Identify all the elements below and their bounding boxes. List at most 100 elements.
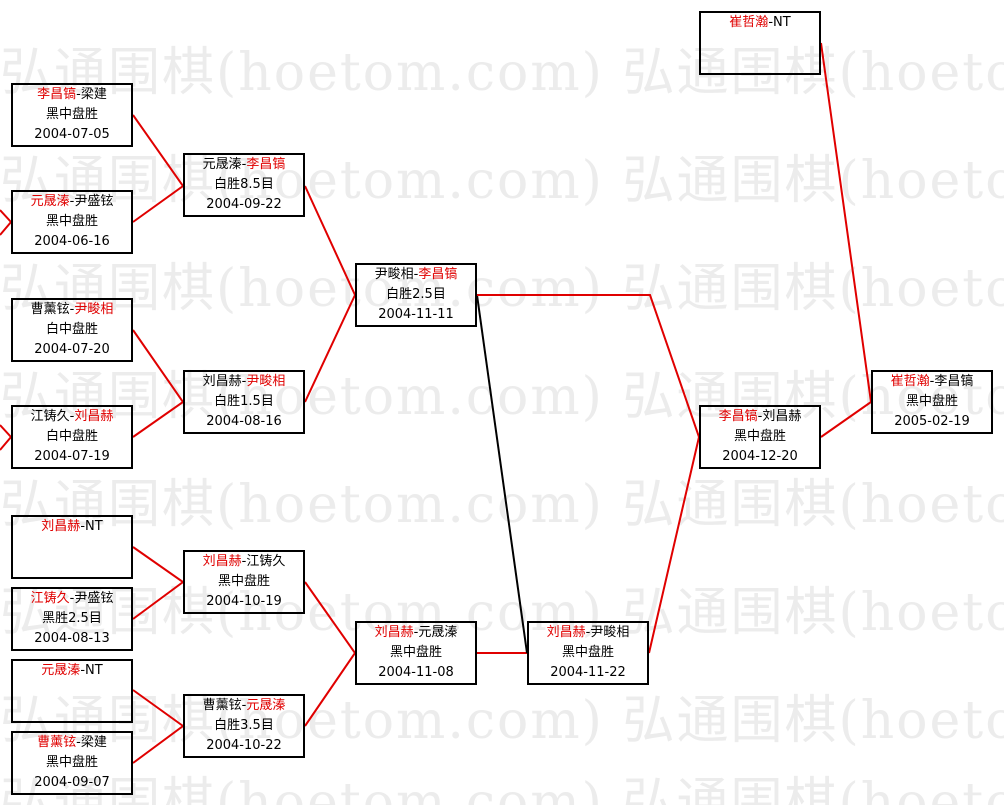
connector-line (476, 294, 528, 654)
match-box: 崔哲瀚-NT (699, 11, 821, 75)
connector-line (304, 581, 357, 727)
player-white: NT (85, 663, 103, 678)
match-players: 曹薰铉-元晟溱 (185, 696, 303, 716)
separator: - (69, 302, 75, 317)
watermark: 弘通围棋(hoetom.com) 弘通围棋(hoetom.com) (0, 773, 1004, 805)
match-players: 曹薰铉-梁建 (13, 733, 131, 753)
player-black: 李昌镐 (37, 87, 77, 102)
player-black: 尹畯相 (374, 267, 414, 282)
match-result: 白胜1.5目 (214, 394, 274, 409)
match-date: 2004-09-07 (34, 775, 110, 790)
match-box: 刘昌赫-尹畯相 黑中盘胜 2004-11-22 (527, 621, 649, 685)
connector-line (304, 185, 357, 403)
connector-line (820, 42, 873, 438)
watermark: 弘通围棋(hoetom.com) 弘通围棋(hoetom.com) (0, 43, 1004, 103)
match-box: 李昌镐-刘昌赫黑中盘胜 2004-12-20 (699, 405, 821, 469)
player-black: 崔哲瀚 (729, 15, 769, 30)
connector-line (132, 689, 185, 764)
player-white: 刘昌赫 (762, 409, 802, 424)
match-result: 黑中盘胜 (561, 645, 614, 660)
match-box: 江铸久-刘昌赫白中盘胜 2004-07-19 (11, 405, 133, 469)
player-white: 尹畯相 (590, 625, 630, 640)
separator: - (757, 409, 763, 424)
match-box: 曹薰铉-元晟溱 白胜3.5目 2004-10-22 (183, 694, 305, 758)
match-players: 刘昌赫-江铸久 (185, 552, 303, 572)
match-players: 元晟溱-尹盛铉 (13, 192, 131, 212)
watermark: 弘通围棋(hoetom.com) 弘通围棋(hoetom.com) (0, 475, 1004, 535)
match-box: 元晟溱-NT (11, 659, 133, 723)
separator: - (69, 409, 75, 424)
player-black: 江铸久 (30, 409, 70, 424)
match-box: 江铸久-尹盛铉 黑胜2.5目 2004-08-13 (11, 587, 133, 651)
watermark: 弘通围棋(hoetom.com) 弘通围棋(hoetom.com) (0, 259, 1004, 319)
player-white: 尹盛铉 (74, 194, 114, 209)
match-box: 元晟溱-李昌镐白胜8.5目 2004-09-22 (183, 153, 305, 217)
player-black: 刘昌赫 (41, 519, 81, 534)
player-black: 元晟溱 (30, 194, 70, 209)
separator: - (241, 554, 247, 569)
match-date: 2004-10-19 (206, 594, 282, 609)
match-box: 尹畯相-李昌镐白胜2.5目 2004-11-11 (355, 263, 477, 327)
player-white: 李昌镐 (418, 267, 458, 282)
match-result: 黑中盘胜 (217, 574, 270, 589)
connector-line (132, 329, 185, 438)
match-date: 2004-12-20 (722, 449, 798, 464)
match-box: 刘昌赫-NT (11, 515, 133, 579)
match-players: 李昌镐-梁建 (13, 85, 131, 105)
match-box: 刘昌赫-元晟溱 黑中盘胜 2004-11-08 (355, 621, 477, 685)
match-result: 白中盘胜 (45, 429, 98, 444)
player-white: 刘昌赫 (74, 409, 114, 424)
player-black: 刘昌赫 (202, 554, 242, 569)
player-white: 李昌镐 (246, 157, 286, 172)
match-result: 白胜2.5目 (386, 287, 446, 302)
connector-line (0, 209, 13, 236)
match-result: 黑中盘胜 (733, 429, 786, 444)
separator: - (929, 374, 935, 389)
match-result: 白胜8.5目 (214, 177, 274, 192)
match-players: 刘昌赫-尹畯相 (529, 623, 647, 643)
separator: - (241, 157, 247, 172)
player-black: 江铸久 (30, 591, 70, 606)
match-result: 黑中盘胜 (45, 107, 98, 122)
player-black: 曹薰铉 (37, 735, 77, 750)
player-white: 元晟溱 (418, 625, 458, 640)
match-date: 2004-07-05 (34, 127, 110, 142)
watermark: 弘通围棋(hoetom.com) 弘通围棋(hoetom.com) (0, 367, 1004, 427)
match-box: 曹薰铉-尹畯相 白中盘胜 2004-07-20 (11, 298, 133, 362)
separator: - (76, 87, 81, 102)
match-date: 2004-11-11 (378, 307, 454, 322)
player-black: 李昌镐 (718, 409, 758, 424)
separator: - (768, 15, 774, 30)
match-players: 刘昌赫-NT (13, 517, 131, 537)
match-result: 白胜3.5目 (214, 718, 274, 733)
match-result: 黑胜2.5目 (42, 611, 102, 626)
player-black: 元晟溱 (41, 663, 81, 678)
separator: - (585, 625, 591, 640)
separator: - (241, 374, 247, 389)
match-date: 2004-07-20 (34, 342, 110, 357)
player-white: 江铸久 (246, 554, 286, 569)
match-date: 2004-07-19 (34, 449, 110, 464)
match-date: 2004-09-22 (206, 197, 282, 212)
match-result: 黑中盘胜 (45, 755, 98, 770)
match-players: 元晟溱-李昌镐 (185, 155, 303, 175)
match-result: 黑中盘胜 (45, 214, 98, 229)
separator: - (76, 735, 81, 750)
player-white: NT (85, 519, 103, 534)
match-date: 2005-02-19 (894, 414, 970, 429)
player-white: 李昌镐 (934, 374, 974, 389)
player-black: 刘昌赫 (546, 625, 586, 640)
player-white: 梁建 (80, 735, 107, 750)
separator: - (80, 663, 86, 678)
match-box: 元晟溱-尹盛铉黑中盘胜 2004-06-16 (11, 190, 133, 254)
match-box: 李昌镐-梁建黑中盘胜 2004-07-05 (11, 83, 133, 147)
connector-line (132, 114, 185, 223)
match-players: 江铸久-刘昌赫 (13, 407, 131, 427)
match-date: 2004-06-16 (34, 234, 110, 249)
match-players: 刘昌赫-元晟溱 (357, 623, 475, 643)
match-players: 尹畯相-李昌镐 (357, 265, 475, 285)
match-players: 崔哲瀚-李昌镐 (873, 372, 991, 392)
match-players: 元晟溱-NT (13, 661, 131, 681)
